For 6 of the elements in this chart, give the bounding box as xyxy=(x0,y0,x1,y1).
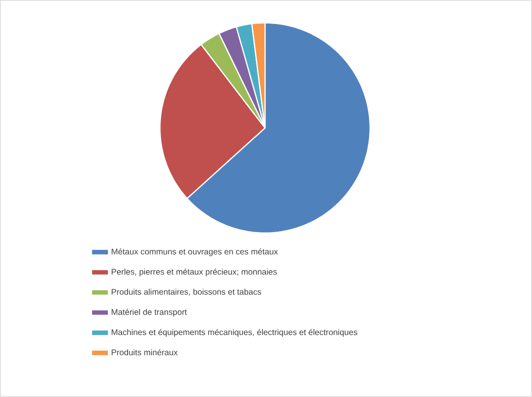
legend-label: Métaux communs et ouvrages en ces métaux xyxy=(112,248,278,256)
legend-label: Matériel de transport xyxy=(112,308,187,317)
legend-label: Produits alimentaires, boissons et tabacs xyxy=(112,288,262,296)
legend-label: Produits minéraux xyxy=(112,349,178,356)
legend-label: Perles, pierres et métaux précieux; monnaies xyxy=(112,268,277,276)
legend-label: Machines et équipements mécaniques, électriques et électroniques xyxy=(112,328,358,337)
